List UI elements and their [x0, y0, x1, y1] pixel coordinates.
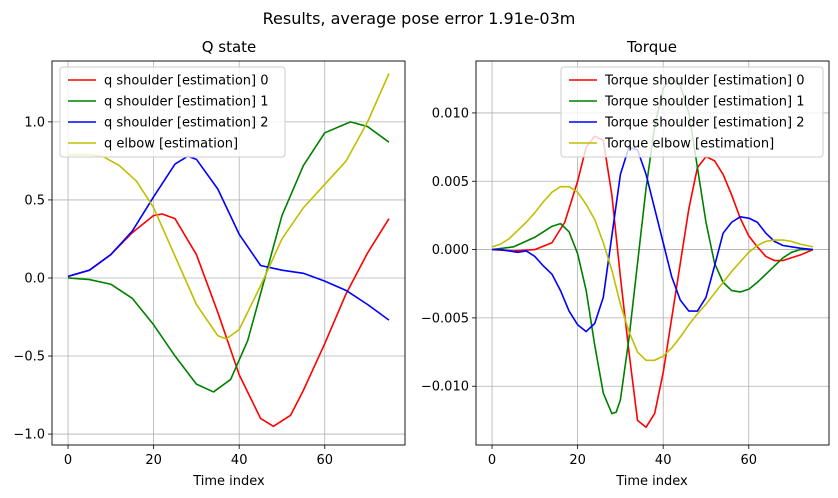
q-state-series-line-0	[67, 213, 390, 428]
torque-ytick-label: 0.010	[432, 106, 469, 121]
q-state-xtick-label: 60	[316, 453, 333, 468]
torque-ytick-label: −0.010	[421, 380, 469, 395]
torque-axes-frame	[475, 60, 830, 446]
torque-title: Torque	[626, 38, 677, 56]
torque-xlabel: Time index	[615, 474, 688, 489]
q-state-ytick-label: 0.5	[24, 193, 45, 208]
q-state-ytick-label: −0.5	[13, 350, 45, 365]
torque-legend-box	[560, 66, 824, 158]
torque-legend-label: Torque shoulder [estimation] 0	[604, 74, 805, 89]
torque-ytick-label: 0.000	[432, 243, 469, 258]
q-state-legend-label: q elbow [estimation]	[104, 137, 238, 152]
q-state-legend: q shoulder [estimation] 0 q shoulder [est…	[59, 66, 286, 158]
q-state-legend-label: q shoulder [estimation] 1	[104, 95, 269, 110]
torque-xtick-label: 60	[740, 453, 757, 468]
q-state-xtick-label: 40	[231, 453, 248, 468]
torque-series-group	[491, 77, 814, 429]
q-state-legend-label: q shoulder [estimation] 2	[104, 116, 269, 131]
q-state-title: Q state	[202, 38, 257, 56]
q-state-series-line-1	[67, 121, 390, 393]
q-state-ytick-label: 0.0	[24, 271, 45, 286]
q-state-series-line-2	[67, 155, 390, 321]
torque-legend-label: Torque shoulder [estimation] 1	[604, 95, 805, 110]
q-state-ytick-label: 1.0	[24, 115, 45, 130]
torque-ytick-label: 0.005	[432, 175, 469, 190]
torque-series-line-0	[491, 135, 814, 429]
q-state-plot: Q state Time index 0 20 40 60 −1.0 −0.5 0.0 0.5…	[13, 38, 406, 489]
q-state-xtick-label: 0	[64, 453, 72, 468]
torque-xtick-label: 0	[488, 453, 496, 468]
torque-plot: Torque Time index 0 20 40 60 −0.010 −0.005 0.0…	[421, 38, 830, 489]
torque-legend: Torque shoulder [estimation] 0 Torque sho…	[560, 66, 824, 158]
q-state-series-group	[67, 73, 390, 428]
q-state-xtick-label: 20	[145, 453, 162, 468]
q-state-xlabel: Time index	[192, 474, 265, 489]
torque-legend-label: Torque shoulder [estimation] 2	[604, 116, 805, 131]
torque-xtick-label: 40	[655, 453, 672, 468]
q-state-ytick-label: −1.0	[13, 428, 45, 443]
torque-xtick-label: 20	[569, 453, 586, 468]
q-state-axes-frame	[51, 60, 406, 446]
torque-ytick-label: −0.005	[421, 311, 469, 326]
q-state-legend-label: q shoulder [estimation] 0	[104, 74, 269, 89]
q-state-series-line-3	[68, 73, 390, 340]
torque-series-line-3	[491, 185, 814, 362]
q-state-legend-box	[59, 66, 286, 158]
torque-legend-label: Torque elbow [estimation]	[604, 137, 774, 152]
torque-series-line-2	[492, 146, 814, 333]
figure-suptitle: Results, average pose error 1.91e-03m	[263, 9, 576, 28]
